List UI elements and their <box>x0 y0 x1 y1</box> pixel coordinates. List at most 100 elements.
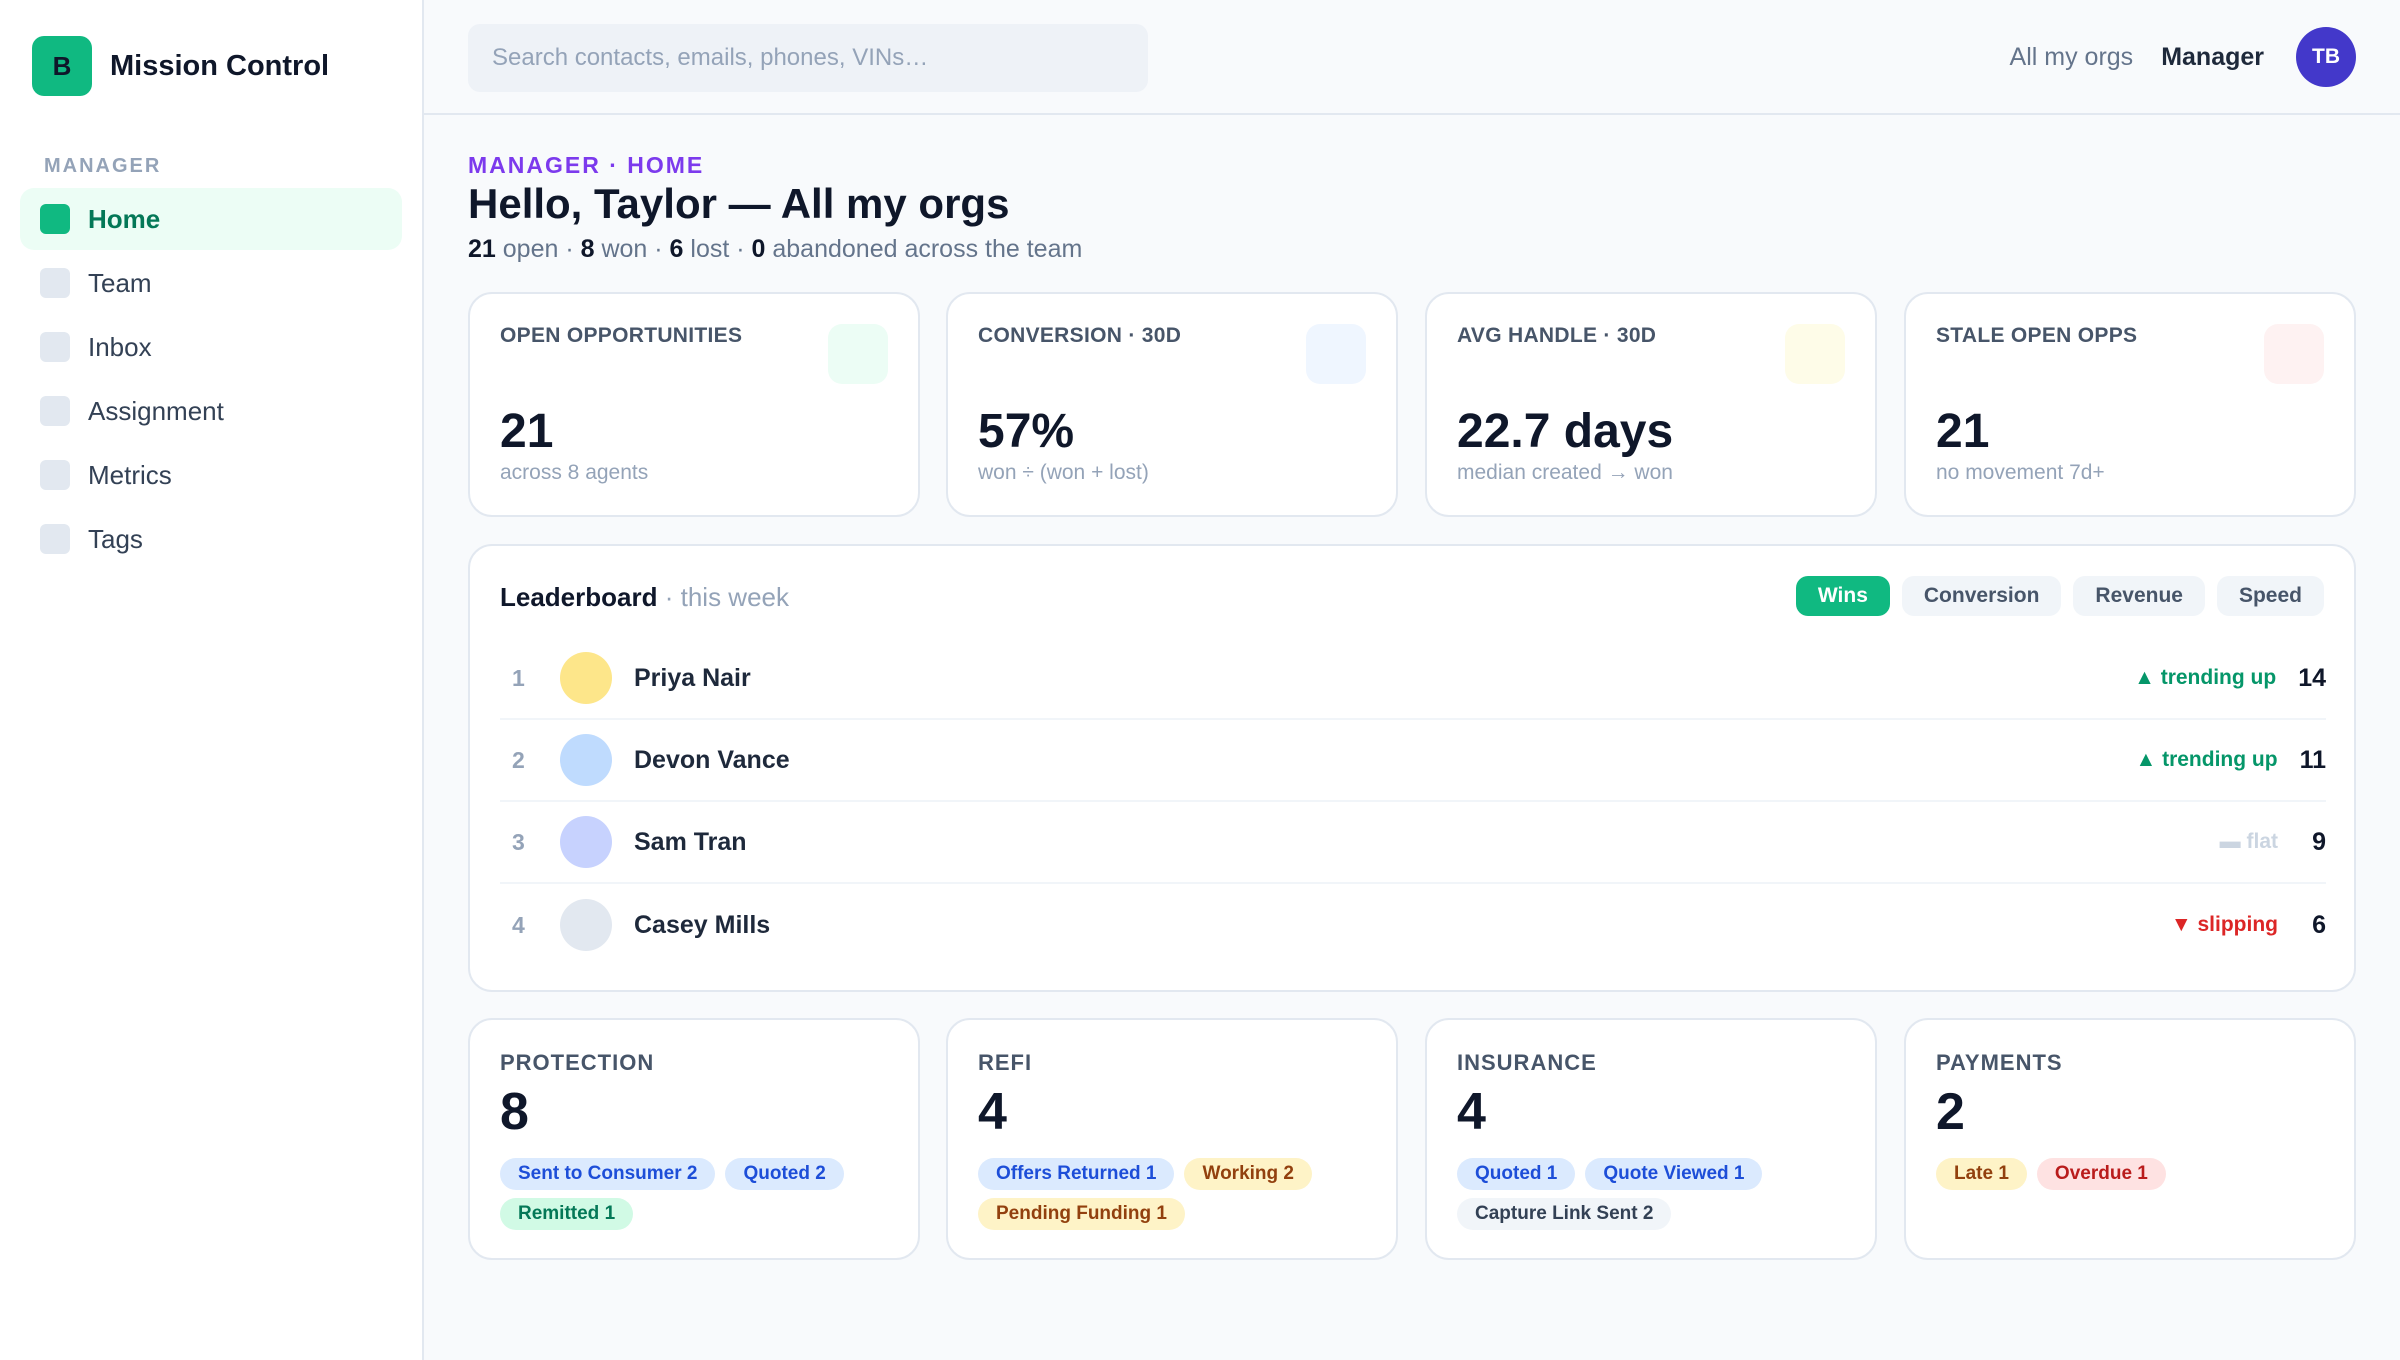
status-chip[interactable]: Late 1 <box>1936 1158 2027 1190</box>
product-label: INSURANCE <box>1457 1050 1597 1075</box>
status-chip[interactable]: Quote Viewed 1 <box>1585 1158 1763 1190</box>
leaderboard-card: Leaderboard · this week Wins Conversion … <box>468 544 2356 992</box>
status-chips: Sent to Consumer 2 Quoted 2 Remitted 1 <box>500 1158 900 1238</box>
brand[interactable]: B Mission Control <box>32 36 329 96</box>
tab-revenue[interactable]: Revenue <box>2073 576 2205 616</box>
breadcrumb: MANAGER · HOME <box>468 152 705 178</box>
product-label: PAYMENTS <box>1936 1050 2063 1075</box>
won-count: 8 <box>580 235 595 263</box>
kpi-label: AVG HANDLE · 30D <box>1457 324 1657 347</box>
agent-name: Casey Mills <box>634 910 771 939</box>
product-card-payments[interactable]: PAYMENTS 2 Late 1 Overdue 1 <box>1904 1018 2356 1260</box>
open-label: open · <box>495 235 581 263</box>
status-chip[interactable]: Offers Returned 1 <box>978 1158 1175 1190</box>
leaderboard-tabs: Wins Conversion Revenue Speed <box>1784 576 2324 616</box>
status-chip[interactable]: Quoted 2 <box>725 1158 844 1190</box>
leaderboard-row[interactable]: 1 Priya Nair ▲ trending up 14 <box>500 638 2326 720</box>
rank: 4 <box>512 911 525 938</box>
brand-logo: B <box>32 36 92 96</box>
status-chip[interactable]: Quoted 1 <box>1457 1158 1576 1190</box>
kpi-card-avg-handle[interactable]: AVG HANDLE · 30D 22.7 days median create… <box>1425 292 1877 517</box>
org-switcher[interactable]: All my orgs <box>2009 42 2134 71</box>
product-count: 2 <box>1936 1083 1965 1141</box>
kpi-subtext: no movement 7d+ <box>1936 461 2105 484</box>
topbar-actions: All my orgs Manager TB <box>2010 27 2356 87</box>
status-chips: Offers Returned 1 Working 2 Pending Fundin… <box>978 1158 1378 1238</box>
status-chip[interactable]: Sent to Consumer 2 <box>500 1158 716 1190</box>
product-label: PROTECTION <box>500 1050 655 1075</box>
win-count: 14 <box>2298 663 2326 692</box>
open-opportunities-icon <box>828 324 888 384</box>
search-input[interactable] <box>468 24 1148 92</box>
kpi-label: CONVERSION · 30D <box>978 324 1182 347</box>
sidebar-item-label: Assignment <box>88 395 224 426</box>
avg-handle-icon <box>1785 324 1845 384</box>
sidebar-item-assignment[interactable]: Assignment <box>20 380 402 442</box>
product-card-insurance[interactable]: INSURANCE 4 Quoted 1 Quote Viewed 1 Captur… <box>1425 1018 1877 1260</box>
kpi-subtext: won ÷ (won + lost) <box>978 461 1149 484</box>
sidebar-item-label: Team <box>88 267 152 298</box>
sidebar-item-tags[interactable]: Tags <box>20 508 402 570</box>
rank: 3 <box>512 828 525 855</box>
open-count: 21 <box>468 235 496 263</box>
leaderboard-title: Leaderboard · this week <box>500 582 789 613</box>
agent-name: Devon Vance <box>634 745 790 774</box>
kpi-card-stale-opps[interactable]: STALE OPEN OPPS 21 no movement 7d+ <box>1904 292 2356 517</box>
stale-opps-icon <box>2264 324 2324 384</box>
lost-count: 6 <box>669 235 684 263</box>
win-count: 9 <box>2312 827 2326 856</box>
leaderboard-row[interactable]: 3 Sam Tran ▬ flat 9 <box>500 802 2326 884</box>
sidebar-item-label: Tags <box>88 523 143 554</box>
sidebar-item-team[interactable]: Team <box>20 252 402 314</box>
abandoned-label: abandoned across the team <box>765 235 1083 263</box>
leaderboard-title-text: Leaderboard <box>500 582 658 612</box>
kpi-value: 21 <box>500 405 554 458</box>
trend-indicator: ▼ slipping <box>2170 913 2278 936</box>
win-count: 11 <box>2299 745 2326 774</box>
status-chip[interactable]: Remitted 1 <box>500 1198 634 1230</box>
status-chip[interactable]: Working 2 <box>1184 1158 1312 1190</box>
tags-icon <box>40 524 70 554</box>
kpi-value: 21 <box>1936 405 1990 458</box>
status-chips: Quoted 1 Quote Viewed 1 Capture Link Sent … <box>1457 1158 1857 1238</box>
sidebar-item-home[interactable]: Home <box>20 188 402 250</box>
product-count: 4 <box>978 1083 1007 1141</box>
status-chips: Late 1 Overdue 1 <box>1936 1158 2336 1198</box>
kpi-card-open-opportunities[interactable]: OPEN OPPORTUNITIES 21 across 8 agents <box>468 292 920 517</box>
tab-wins[interactable]: Wins <box>1795 576 1890 616</box>
product-card-protection[interactable]: PROTECTION 8 Sent to Consumer 2 Quoted 2 R… <box>468 1018 920 1260</box>
tab-speed[interactable]: Speed <box>2216 576 2324 616</box>
brand-name: Mission Control <box>110 49 330 82</box>
status-chip[interactable]: Capture Link Sent 2 <box>1457 1198 1672 1230</box>
metrics-icon <box>40 460 70 490</box>
agent-name: Sam Tran <box>634 827 747 856</box>
assignment-icon <box>40 396 70 426</box>
sidebar-nav: Home Team Inbox Assignment Metrics Tags <box>20 188 402 572</box>
status-chip[interactable]: Pending Funding 1 <box>978 1198 1185 1230</box>
product-label: REFI <box>978 1050 1033 1075</box>
sidebar-item-metrics[interactable]: Metrics <box>20 444 402 506</box>
sidebar: B Mission Control MANAGER Home Team Inbo… <box>0 0 424 1360</box>
sidebar-item-inbox[interactable]: Inbox <box>20 316 402 378</box>
topbar: All my orgs Manager TB <box>424 0 2400 115</box>
sidebar-section-label: MANAGER <box>44 155 162 177</box>
kpi-label: STALE OPEN OPPS <box>1936 324 2138 347</box>
kpi-label: OPEN OPPORTUNITIES <box>500 324 743 347</box>
trend-indicator: ▬ flat <box>2219 830 2278 853</box>
sidebar-item-label: Home <box>88 203 161 234</box>
avatar <box>560 652 612 704</box>
leaderboard-row[interactable]: 4 Casey Mills ▼ slipping 6 <box>500 884 2326 966</box>
leaderboard-row[interactable]: 2 Devon Vance ▲ trending up 11 <box>500 720 2326 802</box>
user-avatar[interactable]: TB <box>2296 27 2356 87</box>
role-switcher[interactable]: Manager <box>2161 42 2264 71</box>
won-label: won · <box>594 235 670 263</box>
product-card-refi[interactable]: REFI 4 Offers Returned 1 Working 2 Pending… <box>946 1018 1398 1260</box>
product-count: 8 <box>500 1083 529 1141</box>
kpi-value: 57% <box>978 405 1075 458</box>
leaderboard-period: · this week <box>657 582 789 612</box>
kpi-card-conversion[interactable]: CONVERSION · 30D 57% won ÷ (won + lost) <box>946 292 1398 517</box>
tab-conversion[interactable]: Conversion <box>1901 576 2062 616</box>
kpi-subtext: across 8 agents <box>500 461 649 484</box>
status-chip[interactable]: Overdue 1 <box>2036 1158 2166 1190</box>
conversion-icon <box>1306 324 1366 384</box>
